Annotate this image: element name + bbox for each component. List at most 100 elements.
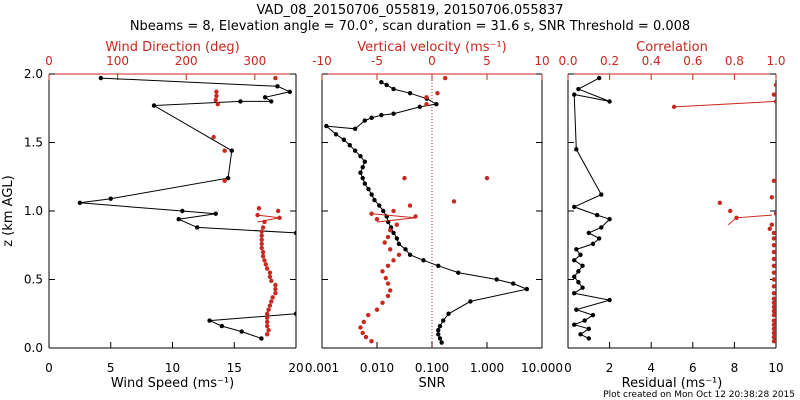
top-tick-label: 0.8 (725, 54, 744, 68)
data-point (384, 82, 389, 88)
data-point (771, 277, 776, 282)
y-tick-label: 0.5 (24, 273, 43, 287)
top-tick-label: 0 (45, 54, 53, 68)
data-point (213, 211, 218, 216)
top-axis-title: Vertical velocity (ms⁻¹) (357, 40, 506, 55)
data-point (402, 175, 407, 181)
data-point (259, 245, 264, 251)
top-tick-label: 0 (428, 54, 436, 68)
data-point (275, 84, 280, 89)
top-tick-label: 0.2 (600, 54, 619, 68)
data-point (446, 311, 451, 316)
data-point (266, 307, 271, 312)
series-line (371, 213, 416, 223)
data-point (264, 311, 270, 316)
data-point (572, 291, 577, 296)
data-point (238, 99, 243, 104)
data-point (362, 159, 367, 164)
data-point (358, 325, 363, 330)
data-point (229, 148, 234, 153)
data-point (374, 217, 380, 222)
data-point (407, 203, 413, 208)
data-point (590, 312, 596, 318)
data-point (324, 123, 329, 129)
data-point (586, 326, 591, 332)
data-point (771, 326, 776, 332)
data-point (256, 206, 262, 211)
data-point (369, 192, 374, 197)
data-point (451, 199, 457, 204)
data-point (269, 299, 274, 304)
data-point (383, 275, 388, 281)
bottom-tick-label: 0 (564, 361, 572, 375)
chart-title: VAD_08_20150706_055819, 20150706.055837 (257, 3, 564, 18)
data-point (380, 269, 385, 274)
data-point (264, 266, 270, 271)
y-axis-title: z (km AGL) (1, 175, 16, 246)
series-line (324, 81, 529, 343)
data-point (222, 178, 227, 184)
data-point (771, 92, 776, 97)
data-point (435, 90, 440, 96)
top-tick-label: 200 (175, 54, 198, 68)
top-tick-label: 100 (106, 54, 129, 68)
data-point (77, 200, 83, 205)
data-point (341, 137, 347, 142)
y-tick-label: 0.0 (24, 341, 43, 355)
data-point (358, 170, 363, 175)
data-point (270, 295, 275, 300)
data-point (437, 336, 443, 341)
y-tick-label: 1.5 (24, 136, 43, 150)
data-point (379, 112, 384, 118)
data-point (388, 247, 393, 252)
data-point (771, 296, 776, 301)
data-point (771, 236, 776, 241)
bottom-tick-label: 0.001 (305, 361, 339, 375)
bottom-tick-label: 0.010 (360, 361, 394, 375)
data-point (358, 154, 363, 159)
data-point (388, 288, 393, 293)
data-point (436, 263, 441, 268)
bottom-tick-label: 10.000 (521, 361, 563, 375)
data-point (424, 95, 429, 100)
bottom-tick-label: 6 (689, 361, 697, 375)
data-point (578, 252, 583, 258)
series-line (674, 100, 776, 108)
data-point (259, 241, 264, 247)
data-point (456, 270, 461, 275)
data-point (394, 222, 399, 227)
data-point (407, 90, 413, 96)
data-point (671, 104, 677, 110)
data-point (771, 334, 776, 340)
top-tick-label: 0.4 (642, 54, 661, 68)
data-point (222, 148, 227, 153)
data-point (259, 336, 264, 341)
bottom-tick-label: 2 (606, 361, 614, 375)
data-point (293, 230, 296, 236)
data-point (773, 82, 776, 88)
data-point (396, 241, 402, 247)
bottom-tick-label: 4 (647, 361, 655, 375)
bottom-axis-title: SNR (418, 376, 445, 391)
top-tick-label: 0.0 (558, 54, 577, 68)
data-point (771, 318, 776, 323)
data-point (607, 297, 612, 303)
data-point (239, 329, 244, 334)
data-point (225, 175, 231, 181)
top-tick-label: 300 (243, 54, 266, 68)
data-point (417, 104, 422, 110)
top-axis-title: Correlation (636, 40, 708, 55)
data-point (360, 330, 365, 336)
data-point (771, 263, 776, 268)
top-tick-label: 0.6 (683, 54, 702, 68)
series-line (79, 77, 296, 339)
data-point (436, 332, 441, 337)
panel-right: 0 2 4 6 8 10 0.0 0.2 0.4 0.6 0.8 1.0 Residual (ms⁻¹)… (558, 40, 785, 391)
data-point (403, 247, 408, 252)
data-point (771, 308, 776, 314)
data-point (597, 236, 602, 241)
data-point (574, 147, 579, 152)
data-point (586, 336, 591, 341)
data-point (363, 334, 369, 340)
